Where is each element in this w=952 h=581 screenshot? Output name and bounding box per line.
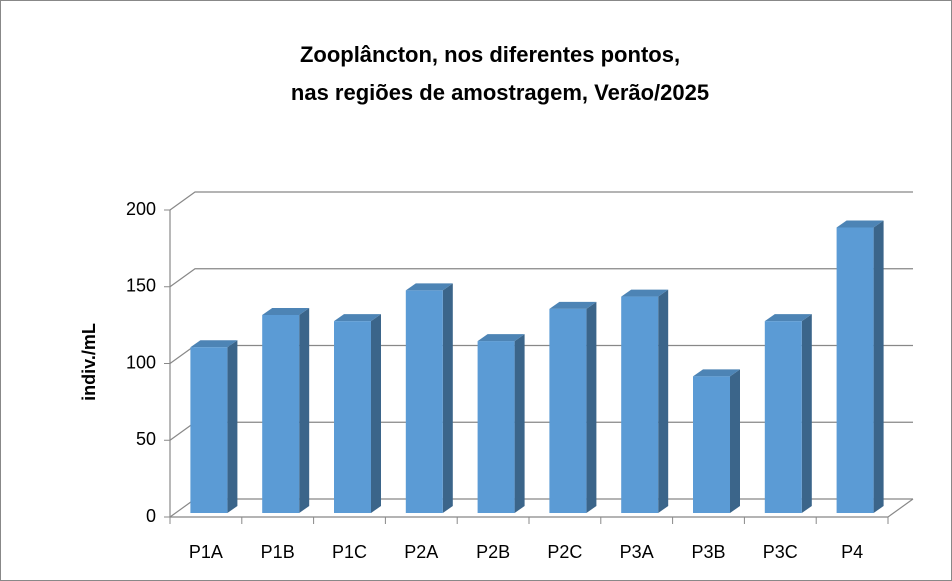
x-tick-label: P1C bbox=[332, 542, 367, 562]
chart-title: Zooplâncton, nos diferentes pontos, bbox=[300, 42, 680, 67]
bar bbox=[836, 227, 874, 514]
bar-side bbox=[227, 340, 238, 513]
bar-top bbox=[549, 301, 597, 309]
bar-side bbox=[730, 369, 740, 513]
bar-top bbox=[405, 283, 453, 291]
bar-top bbox=[334, 314, 381, 322]
bar-side bbox=[873, 220, 884, 514]
x-tick-label: P1A bbox=[189, 542, 223, 562]
chart-title: nas regiões de amostragem, Verão/2025 bbox=[291, 80, 709, 105]
grid-line bbox=[169, 191, 913, 211]
bar-side bbox=[442, 283, 453, 513]
x-tick-label: P3B bbox=[691, 542, 725, 562]
x-tick-label: P2C bbox=[547, 542, 582, 562]
y-axis-title: indiv./mL bbox=[79, 323, 99, 401]
bar bbox=[190, 347, 228, 513]
bar bbox=[764, 321, 802, 513]
bar-top bbox=[621, 289, 669, 297]
bar-top bbox=[693, 369, 740, 377]
x-tick-label: P3A bbox=[620, 542, 654, 562]
y-tick-label: 150 bbox=[126, 276, 156, 296]
bar-side bbox=[658, 289, 669, 513]
y-tick-label: 50 bbox=[136, 429, 156, 449]
x-tick-label: P1B bbox=[261, 542, 295, 562]
bar bbox=[477, 341, 515, 513]
bar bbox=[405, 290, 443, 513]
y-tick-label: 0 bbox=[146, 506, 156, 526]
bar-side bbox=[801, 314, 812, 513]
bar-top bbox=[764, 314, 812, 322]
bar-top bbox=[190, 340, 238, 348]
x-tick-label: P4 bbox=[841, 542, 863, 562]
x-tick-label: P3C bbox=[763, 542, 798, 562]
bar bbox=[621, 296, 659, 513]
grid-line bbox=[169, 268, 913, 288]
y-tick-label: 100 bbox=[126, 352, 156, 372]
bar bbox=[693, 376, 730, 513]
bar-side bbox=[371, 314, 381, 513]
bar bbox=[262, 314, 300, 513]
bar-side bbox=[514, 334, 525, 513]
y-tick-label: 200 bbox=[126, 199, 156, 219]
bar-top bbox=[477, 334, 525, 342]
bar-top bbox=[836, 220, 884, 228]
bar-side bbox=[299, 307, 310, 513]
x-tick-label: P2A bbox=[404, 542, 438, 562]
x-tick-label: P2B bbox=[476, 542, 510, 562]
bar-side bbox=[586, 301, 597, 513]
bar bbox=[334, 321, 371, 513]
bar bbox=[549, 308, 587, 513]
bar-top bbox=[262, 307, 310, 315]
